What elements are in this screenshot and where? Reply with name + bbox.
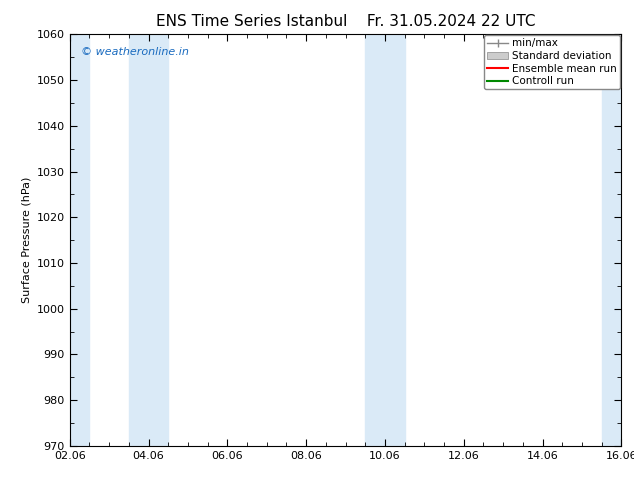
Y-axis label: Surface Pressure (hPa): Surface Pressure (hPa) bbox=[21, 177, 31, 303]
Title: ENS Time Series Istanbul    Fr. 31.05.2024 22 UTC: ENS Time Series Istanbul Fr. 31.05.2024 … bbox=[156, 14, 535, 29]
Bar bbox=[602, 34, 634, 446]
Legend: min/max, Standard deviation, Ensemble mean run, Controll run: min/max, Standard deviation, Ensemble me… bbox=[484, 35, 620, 89]
Text: © weatheronline.in: © weatheronline.in bbox=[81, 47, 189, 57]
Bar bbox=[70, 34, 89, 446]
Bar bbox=[365, 34, 404, 446]
Bar bbox=[129, 34, 168, 446]
